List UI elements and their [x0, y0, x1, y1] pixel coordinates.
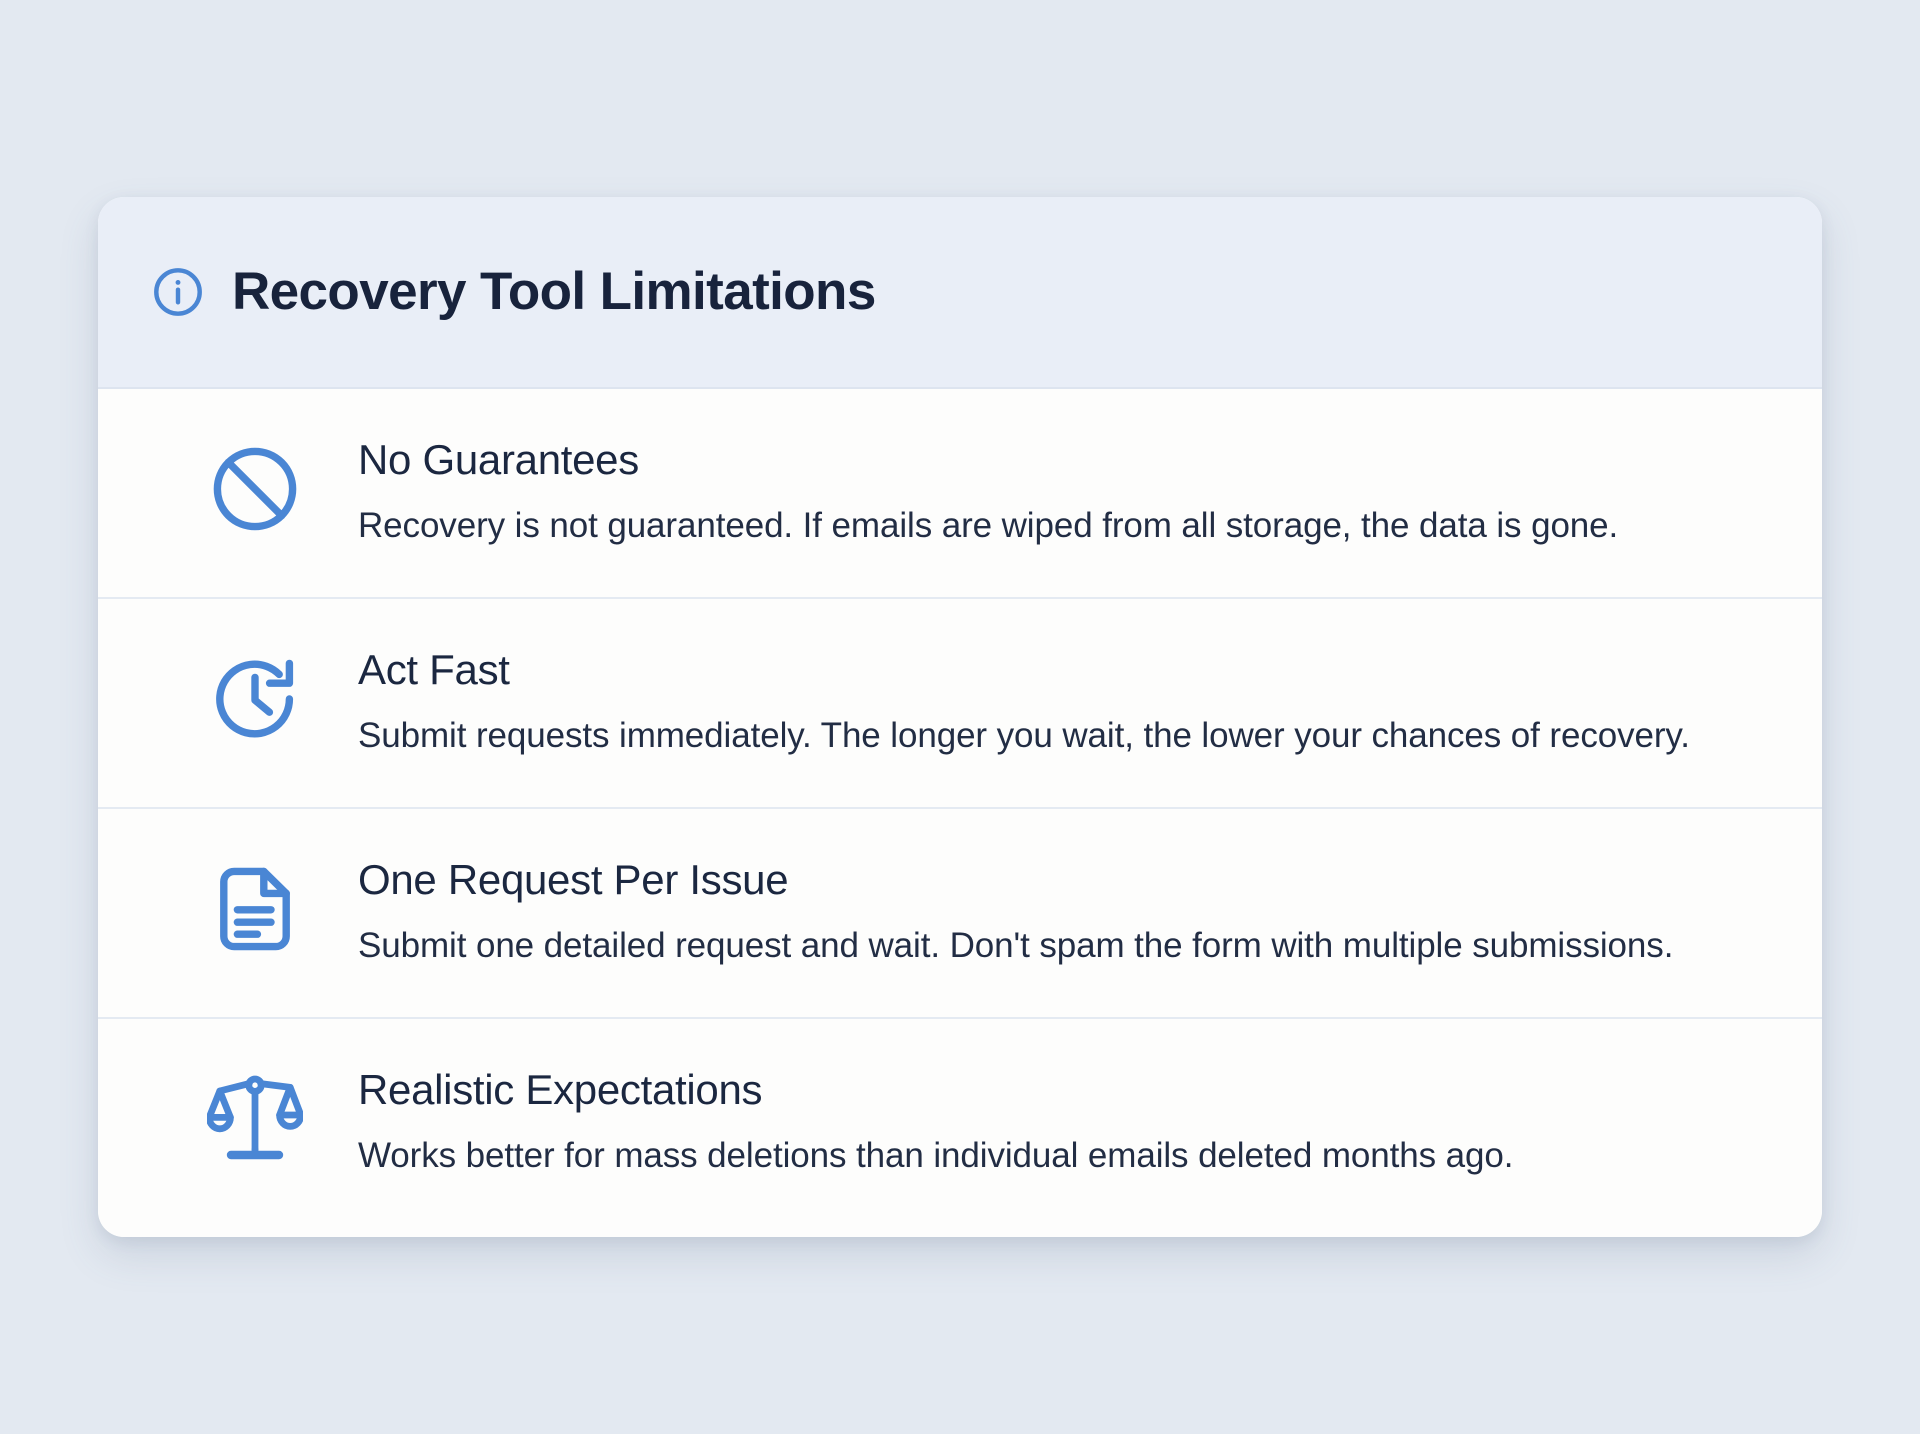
clock-restore-icon	[207, 651, 303, 747]
row-icon-container	[152, 645, 358, 747]
list-item-title: One Request Per Issue	[358, 856, 789, 903]
row-icon-container	[152, 435, 358, 537]
row-icon-container	[152, 855, 358, 957]
row-icon-container	[152, 1065, 358, 1167]
list-item: Act Fast Submit requests immediately. Th…	[98, 598, 1822, 809]
list-item-title: No Guarantees	[358, 435, 639, 483]
recovery-tool-limitations-card: Recovery Tool Limitations No Guarantees …	[98, 196, 1822, 1238]
list-item: Realistic Expectations Works better for …	[98, 1019, 1822, 1238]
list-item-description: Submit one detailed request and wait. Do…	[358, 926, 1674, 966]
list-item: No Guarantees Recovery is not guaranteed…	[98, 388, 1822, 599]
balance-scales-icon	[205, 1071, 305, 1167]
page-title: Recovery Tool Limitations	[232, 261, 876, 321]
card-header: Recovery Tool Limitations	[98, 196, 1822, 389]
list-item: One Request Per Issue Submit one detaile…	[98, 809, 1822, 1020]
info-circle-icon	[150, 264, 206, 320]
limitations-list: No Guarantees Recovery is not guaranteed…	[98, 388, 1822, 1238]
document-lines-icon	[207, 861, 303, 957]
prohibited-icon	[207, 441, 303, 537]
list-item-title: Act Fast	[358, 645, 510, 693]
list-item-description: Recovery is not guaranteed. If emails ar…	[358, 506, 1619, 546]
row-text-container: One Request Per Issue Submit one detaile…	[358, 855, 1770, 971]
row-text-container: No Guarantees Recovery is not guaranteed…	[358, 435, 1770, 551]
list-item-description: Works better for mass deletions than ind…	[358, 1136, 1514, 1176]
list-item-description: Submit requests immediately. The longer …	[358, 716, 1690, 756]
row-text-container: Act Fast Submit requests immediately. Th…	[358, 645, 1770, 761]
list-item-title: Realistic Expectations	[358, 1066, 763, 1114]
row-text-container: Realistic Expectations Works better for …	[358, 1065, 1770, 1181]
